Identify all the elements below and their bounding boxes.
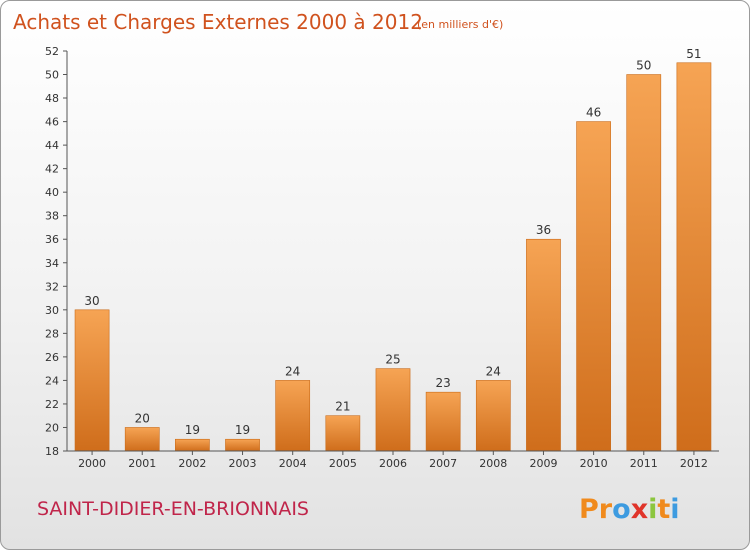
bar-2009 <box>526 238 561 452</box>
logo-letter: r <box>599 494 613 525</box>
y-tick-label: 44 <box>45 139 59 152</box>
y-tick-label: 18 <box>45 445 59 458</box>
data-label-2008: 24 <box>486 364 501 378</box>
x-tick-label-2006: 2006 <box>379 457 407 470</box>
y-tick-label: 52 <box>45 45 59 58</box>
logo-letter: i <box>670 494 679 525</box>
data-label-2006: 25 <box>385 353 400 367</box>
proxiti-logo: Proxiti <box>579 494 680 525</box>
bar-2007 <box>425 391 461 452</box>
bar-2011 <box>626 74 662 452</box>
x-tick-label-2005: 2005 <box>329 457 357 470</box>
x-tick-label-2004: 2004 <box>279 457 307 470</box>
commune-name: SAINT-DIDIER-EN-BRIONNAIS <box>37 498 309 520</box>
data-label-2004: 24 <box>285 364 300 378</box>
chart-subtitle: (en milliers d'€) <box>417 18 503 31</box>
x-tick-label-2001: 2001 <box>128 457 156 470</box>
bar-2010 <box>576 121 611 452</box>
x-axis: 2000 2001 2002 2003 2004 2005 2006 2007 2008 2009… <box>67 450 719 470</box>
logo-letter: P <box>579 494 599 525</box>
data-label-2002: 19 <box>185 423 200 437</box>
y-tick-label: 20 <box>45 421 59 434</box>
x-tick-label-2009: 2009 <box>529 457 557 470</box>
y-tick-label: 24 <box>45 374 59 387</box>
bar-2001 <box>124 427 160 452</box>
bar-2005 <box>325 415 361 452</box>
y-tick-label: 32 <box>45 280 59 293</box>
bars: 30 20 19 19 24 21 25 23 24 36 46 50 51 <box>74 47 712 452</box>
y-axis: 18 20 22 24 26 28 30 32 34 36 38 40 42 44 46 48 50 52 <box>45 45 68 458</box>
y-tick-label: 22 <box>45 398 59 411</box>
data-label-2005: 21 <box>335 400 350 414</box>
data-label-2011: 50 <box>636 59 651 73</box>
x-tick-label-2011: 2011 <box>630 457 658 470</box>
data-label-2001: 20 <box>135 411 150 425</box>
x-tick-label-2010: 2010 <box>580 457 608 470</box>
x-tick-label-2002: 2002 <box>178 457 206 470</box>
chart-title: Achats et Charges Externes 2000 à 2012 <box>13 10 423 34</box>
y-tick-label: 48 <box>45 92 59 105</box>
y-tick-label: 42 <box>45 163 59 176</box>
x-tick-label-2007: 2007 <box>429 457 457 470</box>
logo-letter: t <box>657 494 670 525</box>
y-tick-label: 34 <box>45 257 59 270</box>
data-label-2007: 23 <box>436 376 451 390</box>
y-tick-label: 40 <box>45 186 59 199</box>
x-tick-label-2012: 2012 <box>680 457 708 470</box>
bar-2006 <box>375 368 411 452</box>
logo-letter: o <box>612 494 631 525</box>
data-label-2010: 46 <box>586 106 601 120</box>
data-label-2000: 30 <box>84 294 99 308</box>
y-tick-label: 46 <box>45 116 59 129</box>
y-tick-label: 38 <box>45 210 59 223</box>
bar-2004 <box>275 380 311 452</box>
bar-2002 <box>175 438 210 452</box>
data-label-2009: 36 <box>536 223 551 237</box>
x-tick-label-2008: 2008 <box>479 457 507 470</box>
y-tick-label: 30 <box>45 304 59 317</box>
y-tick-label: 36 <box>45 233 59 246</box>
bar-2003 <box>225 438 260 452</box>
data-label-2003: 19 <box>235 423 250 437</box>
logo-letter: x <box>631 494 648 525</box>
y-tick-label: 50 <box>45 69 59 82</box>
y-tick-label: 26 <box>45 351 59 364</box>
logo-letter: i <box>648 494 657 525</box>
data-label-2012: 51 <box>686 47 701 61</box>
x-tick-label-2000: 2000 <box>78 457 106 470</box>
y-tick-label: 28 <box>45 327 59 340</box>
bar-2000 <box>74 309 110 452</box>
x-tick-label-2003: 2003 <box>229 457 257 470</box>
bar-2008 <box>475 380 511 452</box>
bar-2012 <box>676 62 712 452</box>
